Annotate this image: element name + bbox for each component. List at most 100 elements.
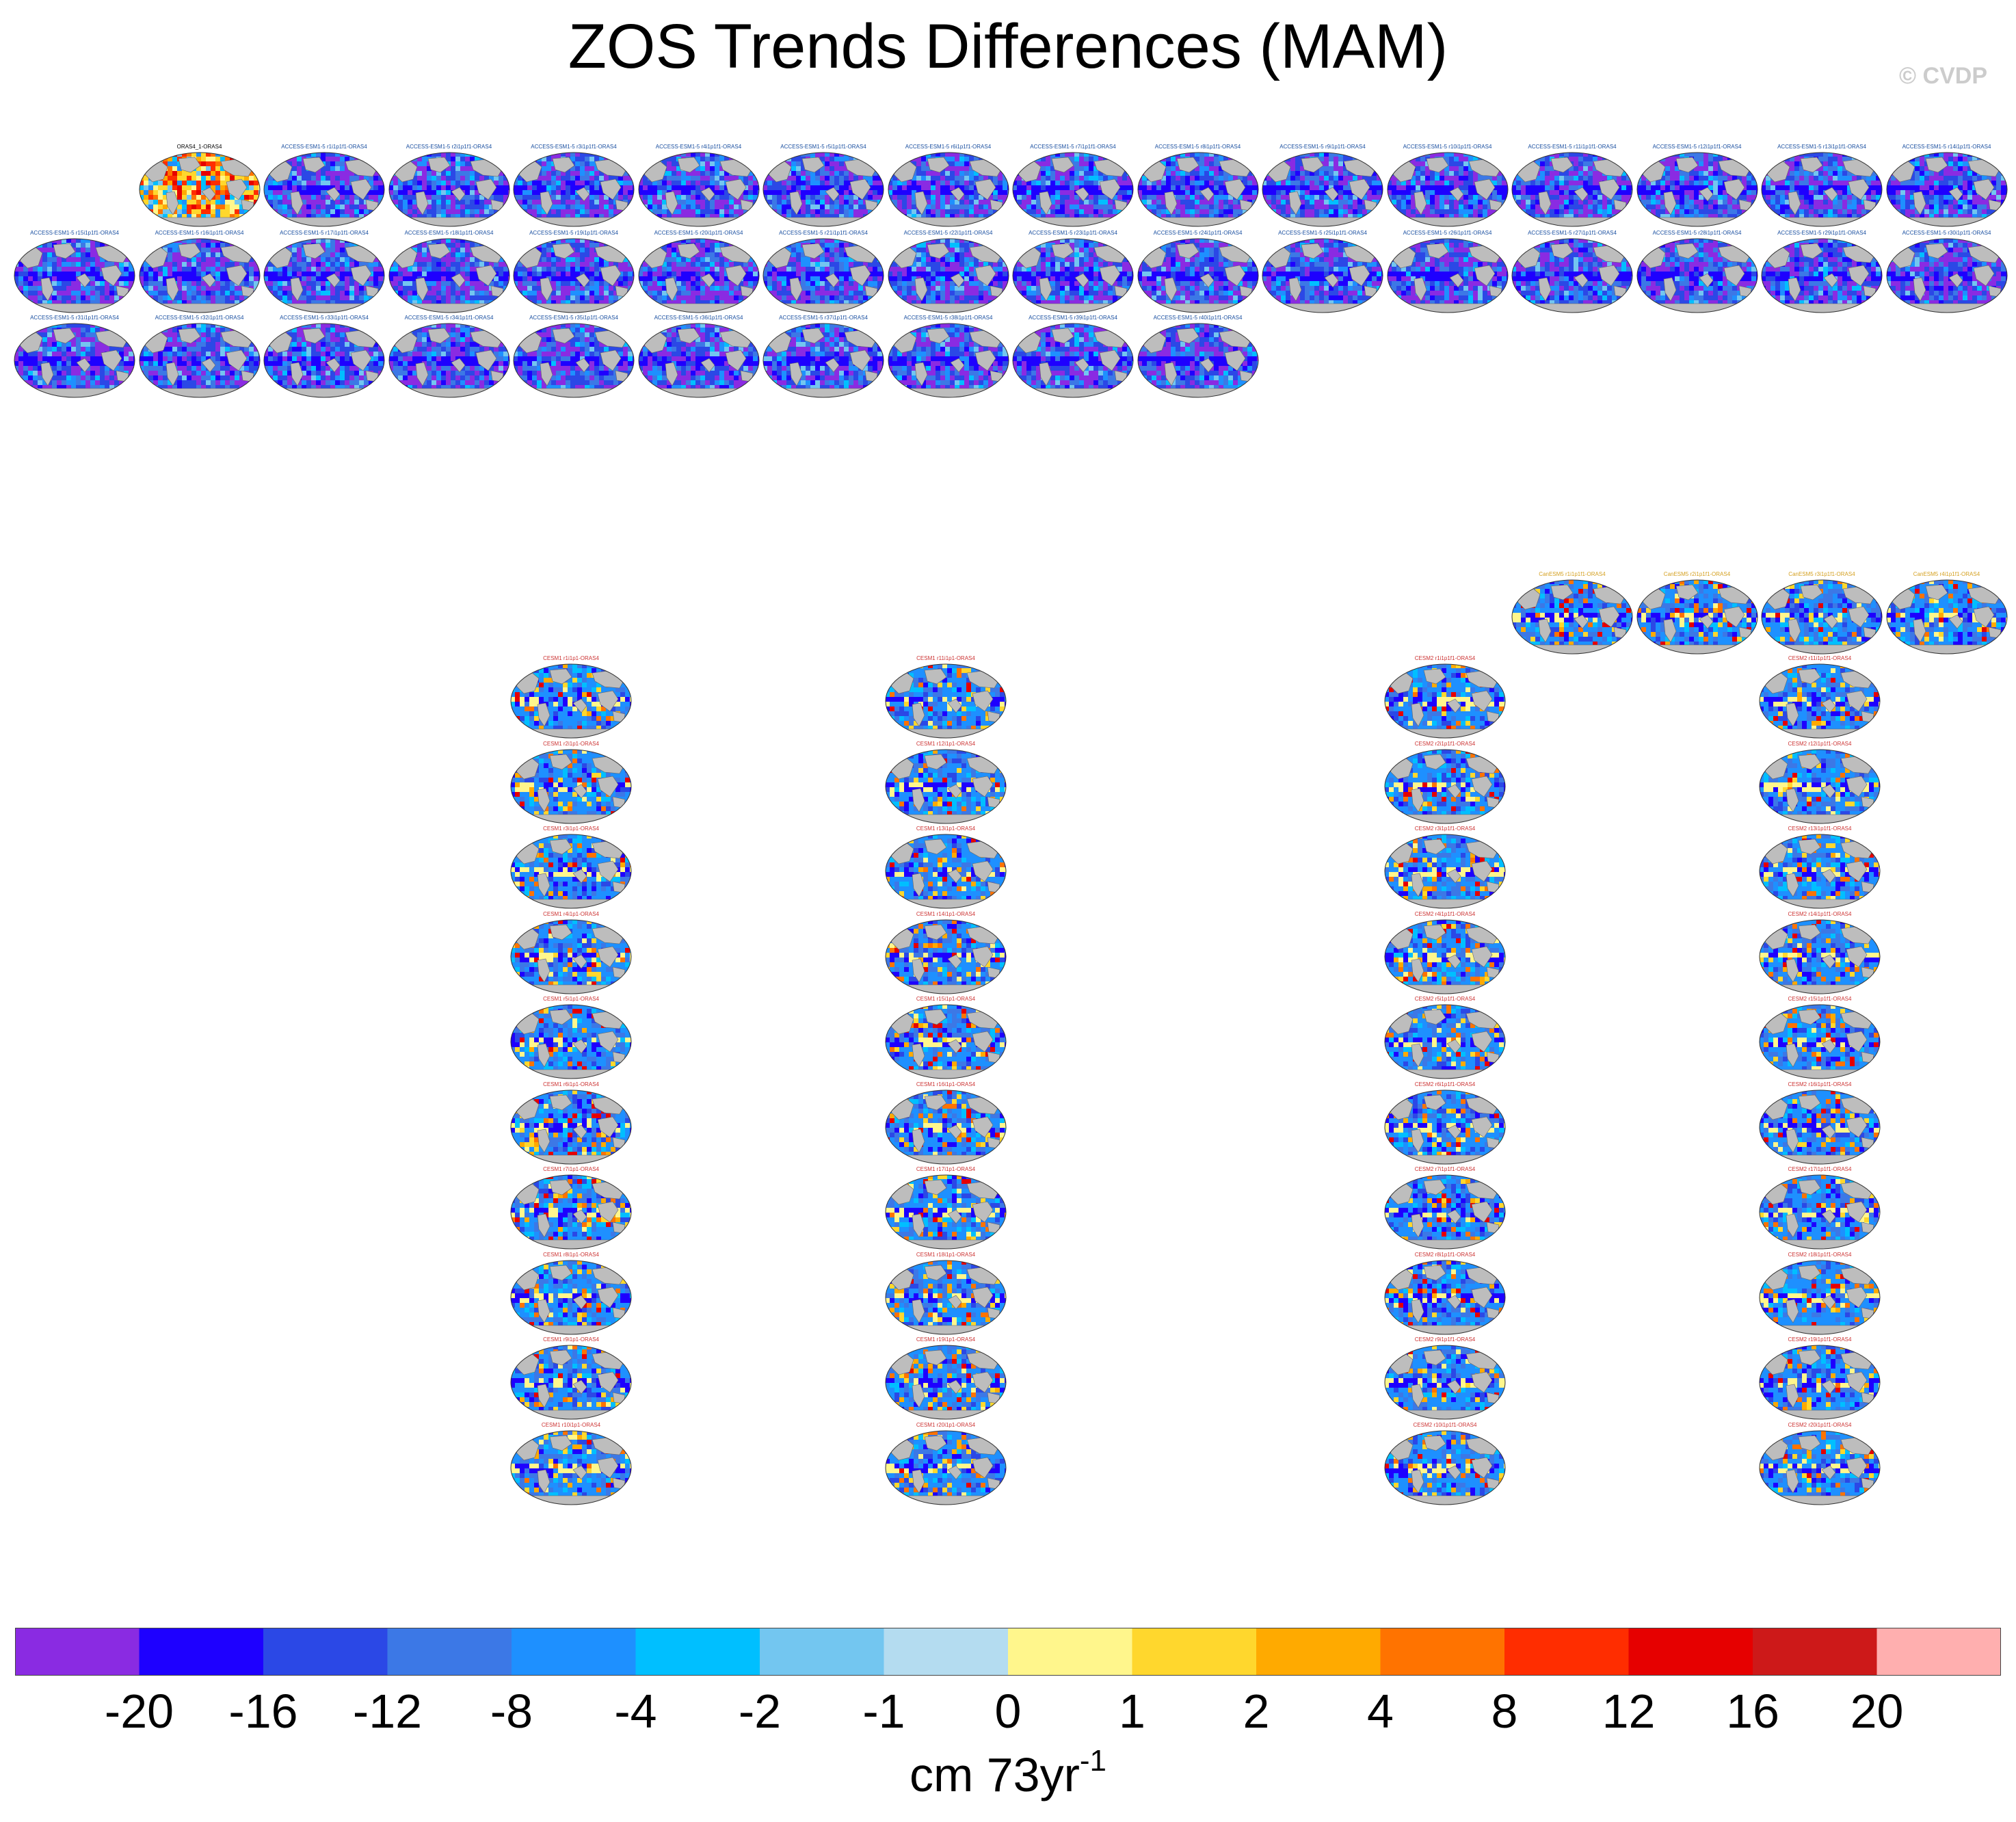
map-grid-cell bbox=[1526, 195, 1530, 200]
map-grid-cell bbox=[834, 185, 839, 190]
map-grid-cell bbox=[1448, 195, 1454, 200]
map-grid-cell bbox=[1310, 176, 1314, 181]
map-grid-cell bbox=[1439, 171, 1444, 176]
map-grid-cell bbox=[863, 209, 868, 214]
map-grid-cell bbox=[973, 171, 979, 176]
map-panel-border bbox=[1262, 152, 1383, 227]
map-grid-cell bbox=[1113, 224, 1117, 226]
map-grid-cell bbox=[469, 200, 475, 204]
map-grid-cell bbox=[767, 161, 772, 166]
map-grid-cell bbox=[1079, 176, 1084, 181]
map-grid-cell bbox=[1013, 153, 1017, 157]
map-grid-cell bbox=[215, 176, 220, 181]
map-grid-cell bbox=[575, 153, 580, 157]
map-grid-cell bbox=[594, 181, 599, 185]
map-grid-cell bbox=[311, 181, 316, 185]
map-grid-cell bbox=[551, 209, 556, 214]
map-grid-cell bbox=[514, 204, 518, 209]
map-grid-cell bbox=[455, 209, 460, 214]
map-grid-cell bbox=[1617, 176, 1621, 181]
map-grid-cell bbox=[1559, 200, 1564, 204]
map-grid-cell bbox=[421, 214, 427, 219]
map-grid-cell bbox=[321, 171, 326, 176]
map-grid-cell bbox=[474, 200, 479, 204]
map-grid-cell bbox=[264, 219, 268, 224]
map-grid-cell bbox=[220, 157, 225, 161]
map-grid-cell bbox=[1046, 161, 1050, 166]
map-grid-cell bbox=[1199, 171, 1204, 176]
map-grid-cell bbox=[747, 219, 753, 224]
map-grid-cell bbox=[460, 209, 465, 214]
map-grid-cell bbox=[1256, 166, 1258, 171]
map-grid-cell bbox=[1367, 157, 1372, 161]
map-grid-cell bbox=[239, 195, 244, 200]
map-grid-cell bbox=[220, 185, 225, 190]
map-grid-cell bbox=[514, 181, 518, 185]
map-grid-cell bbox=[507, 153, 509, 157]
map-grid-cell bbox=[1391, 190, 1396, 195]
map-grid-cell bbox=[1065, 176, 1070, 181]
map-grid-cell bbox=[853, 157, 858, 161]
map-grid-cell bbox=[527, 190, 532, 195]
map-grid-cell bbox=[1074, 181, 1079, 185]
map-grid-cell bbox=[1516, 185, 1521, 190]
map-grid-cell bbox=[1170, 161, 1176, 166]
map-grid-cell bbox=[1098, 171, 1103, 176]
map-grid-cell bbox=[1578, 176, 1583, 181]
map-grid-cell bbox=[191, 181, 196, 185]
map-grid-cell bbox=[326, 157, 330, 161]
map-grid-cell bbox=[354, 157, 359, 161]
map-grid-cell bbox=[1434, 214, 1440, 219]
map-grid-cell bbox=[767, 153, 772, 157]
map-grid-cell bbox=[162, 181, 168, 185]
map-grid-cell bbox=[1281, 224, 1286, 226]
map-grid-cell bbox=[248, 181, 254, 185]
map-grid-cell bbox=[585, 161, 589, 166]
map-grid-cell bbox=[825, 161, 830, 166]
map-grid-cell bbox=[1463, 181, 1468, 185]
map-grid-cell bbox=[916, 171, 921, 176]
map-grid-cell bbox=[1137, 185, 1142, 190]
map-grid-cell bbox=[1448, 176, 1454, 181]
map-grid-cell bbox=[695, 181, 700, 185]
map-grid-cell bbox=[1516, 176, 1521, 181]
map-grid-cell bbox=[810, 195, 815, 200]
map-grid-cell bbox=[1262, 185, 1266, 190]
map-grid-cell bbox=[1103, 214, 1108, 219]
map-grid-cell bbox=[728, 224, 734, 226]
map-grid-cell bbox=[1271, 181, 1276, 185]
map-grid-cell bbox=[830, 157, 834, 161]
map-grid-cell bbox=[1372, 161, 1377, 166]
map-grid-cell bbox=[383, 176, 384, 181]
map-grid-cell bbox=[796, 166, 801, 171]
map-grid-cell bbox=[782, 204, 786, 209]
map-grid-cell bbox=[1156, 200, 1161, 204]
map-grid-cell bbox=[340, 181, 345, 185]
map-grid-cell bbox=[1007, 157, 1009, 161]
map-grid-cell bbox=[455, 171, 460, 176]
map-grid-cell bbox=[830, 166, 834, 171]
map-grid-cell bbox=[959, 204, 964, 209]
map-grid-cell bbox=[752, 190, 758, 195]
map-grid-cell bbox=[1583, 157, 1588, 161]
map-grid-cell bbox=[1108, 153, 1113, 157]
map-grid-cell bbox=[844, 209, 849, 214]
map-grid-cell bbox=[1199, 153, 1204, 157]
map-grid-cell bbox=[282, 195, 287, 200]
map-grid-cell bbox=[920, 224, 926, 226]
map-grid-cell bbox=[638, 171, 643, 176]
map-grid-cell bbox=[747, 161, 753, 166]
map-grid-cell bbox=[1405, 214, 1411, 219]
map-grid-cell bbox=[978, 224, 983, 226]
map-grid-cell bbox=[234, 224, 239, 226]
map-grid-cell bbox=[1165, 166, 1171, 171]
map-grid-cell bbox=[925, 204, 931, 209]
map-grid-cell bbox=[873, 157, 877, 161]
map-grid-cell bbox=[1093, 190, 1098, 195]
map-grid-cell bbox=[685, 204, 691, 209]
map-grid-cell bbox=[326, 204, 330, 209]
map-grid-cell bbox=[973, 195, 979, 200]
map-grid-cell bbox=[1391, 157, 1396, 161]
map-grid-cell bbox=[205, 214, 211, 219]
map-grid-cell bbox=[906, 190, 912, 195]
